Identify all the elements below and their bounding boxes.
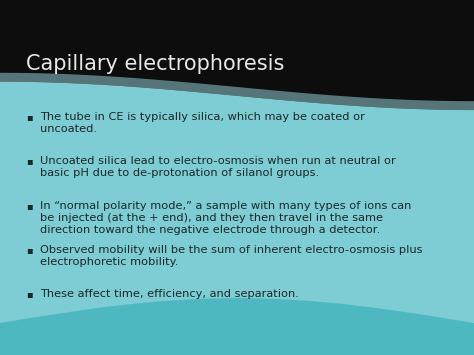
Text: In “normal polarity mode,” a sample with many types of ions can
be injected (at : In “normal polarity mode,” a sample with… [40, 201, 411, 235]
Text: ▪: ▪ [26, 112, 33, 122]
Text: ▪: ▪ [26, 156, 33, 166]
Text: Uncoated silica lead to electro-osmosis when run at neutral or
basic pH due to d: Uncoated silica lead to electro-osmosis … [40, 156, 396, 178]
Text: The tube in CE is typically silica, which may be coated or
uncoated.: The tube in CE is typically silica, whic… [40, 112, 365, 134]
Text: ▪: ▪ [26, 289, 33, 299]
Polygon shape [0, 73, 474, 110]
Text: Observed mobility will be the sum of inherent electro-osmosis plus
electrophoret: Observed mobility will be the sum of inh… [40, 245, 423, 267]
Text: ▪: ▪ [26, 245, 33, 255]
Text: ▪: ▪ [26, 201, 33, 211]
Text: These affect time, efficiency, and separation.: These affect time, efficiency, and separ… [40, 289, 299, 299]
Text: Capillary electrophoresis: Capillary electrophoresis [26, 54, 284, 74]
Polygon shape [0, 82, 474, 355]
Polygon shape [0, 298, 474, 355]
